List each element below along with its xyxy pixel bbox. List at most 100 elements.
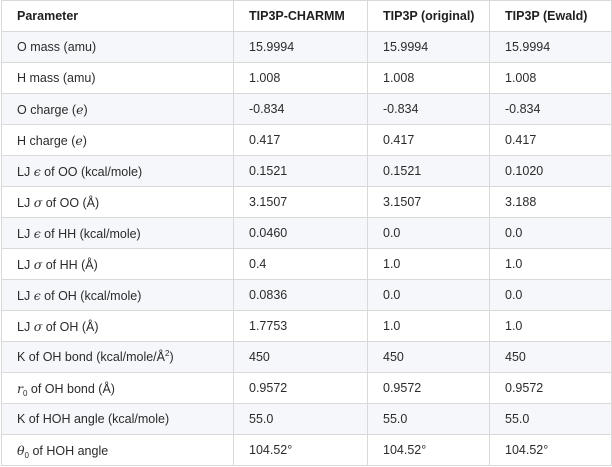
table-row: LJ ϵ of OH (kcal/mole) 0.0836 0.0 0.0 bbox=[1, 279, 612, 311]
parameter-cell: H mass (amu) bbox=[1, 62, 234, 94]
parameter-label-prefix: LJ bbox=[17, 319, 34, 334]
value-tip3p-charmm: 0.4 bbox=[233, 248, 368, 280]
table-row: r0 of OH bond (Å) 0.9572 0.9572 0.9572 bbox=[1, 372, 612, 404]
value-tip3p-original: 1.008 bbox=[367, 62, 490, 94]
value-tip3p-charmm: 0.1521 bbox=[233, 155, 368, 187]
parameter-label-suffix: of OH (Å) bbox=[42, 319, 99, 334]
value-tip3p-ewald: 0.0 bbox=[489, 217, 612, 249]
parameter-label-suffix: ) bbox=[83, 102, 88, 117]
parameter-symbol: ϵ bbox=[33, 163, 41, 179]
parameter-label-prefix: LJ bbox=[17, 257, 34, 272]
parameter-symbol: ϵ bbox=[33, 225, 41, 241]
parameter-label-suffix: of HOH angle bbox=[28, 443, 109, 458]
table-row: θ0 of HOH angle 104.52° 104.52° 104.52° bbox=[1, 434, 612, 466]
parameter-symbol: r bbox=[17, 380, 23, 396]
value-tip3p-original: 0.417 bbox=[367, 124, 490, 156]
table-row: O mass (amu) 15.9994 15.9994 15.9994 bbox=[1, 31, 612, 63]
parameter-label-suffix: of OH bond (Å) bbox=[27, 381, 115, 396]
value-tip3p-original: 0.0 bbox=[367, 279, 490, 311]
parameter-label-suffix: of HH (Å) bbox=[42, 257, 98, 272]
parameter-cell: O charge (e) bbox=[1, 93, 234, 125]
table-row: O charge (e) -0.834 -0.834 -0.834 bbox=[1, 93, 612, 125]
parameter-label-suffix: of OH (kcal/mole) bbox=[40, 288, 142, 303]
table-row: H mass (amu) 1.008 1.008 1.008 bbox=[1, 62, 612, 94]
parameter-label-prefix: LJ bbox=[17, 288, 34, 303]
value-tip3p-original: 104.52° bbox=[367, 434, 490, 466]
value-tip3p-ewald: 1.0 bbox=[489, 248, 612, 280]
value-tip3p-ewald: -0.834 bbox=[489, 93, 612, 125]
table-row: LJ σ of OH (Å) 1.7753 1.0 1.0 bbox=[1, 310, 612, 342]
value-tip3p-ewald: 1.0 bbox=[489, 310, 612, 342]
table-row: H charge (e) 0.417 0.417 0.417 bbox=[1, 124, 612, 156]
parameter-cell: LJ σ of HH (Å) bbox=[1, 248, 234, 280]
value-tip3p-original: 1.0 bbox=[367, 248, 490, 280]
value-tip3p-charmm: 1.7753 bbox=[233, 310, 368, 342]
parameter-symbol: σ bbox=[33, 318, 43, 334]
table-row: LJ σ of OO (Å) 3.1507 3.1507 3.188 bbox=[1, 186, 612, 218]
value-tip3p-ewald: 1.008 bbox=[489, 62, 612, 94]
value-tip3p-charmm: 0.417 bbox=[233, 124, 368, 156]
parameter-cell: LJ σ of OH (Å) bbox=[1, 310, 234, 342]
parameter-symbol: θ bbox=[17, 442, 25, 458]
value-tip3p-original: 15.9994 bbox=[367, 31, 490, 63]
table-body: O mass (amu) 15.9994 15.9994 15.9994 H mass … bbox=[1, 31, 612, 466]
table-row: K of OH bond (kcal/mole/Å2) 450 450 450 bbox=[1, 341, 612, 373]
parameter-label-prefix: K of HOH angle (kcal/mole) bbox=[17, 412, 170, 426]
value-tip3p-original: -0.834 bbox=[367, 93, 490, 125]
parameter-symbol: ϵ bbox=[33, 287, 41, 303]
parameter-label-prefix: H mass (amu) bbox=[17, 71, 96, 85]
value-tip3p-charmm: -0.834 bbox=[233, 93, 368, 125]
parameter-cell: K of HOH angle (kcal/mole) bbox=[1, 403, 234, 435]
parameter-symbol: e bbox=[75, 132, 83, 148]
value-tip3p-charmm: 0.9572 bbox=[233, 372, 368, 404]
parameter-cell: θ0 of HOH angle bbox=[1, 434, 234, 466]
value-tip3p-ewald: 3.188 bbox=[489, 186, 612, 218]
value-tip3p-ewald: 55.0 bbox=[489, 403, 612, 435]
parameter-cell: H charge (e) bbox=[1, 124, 234, 156]
value-tip3p-ewald: 0.1020 bbox=[489, 155, 612, 187]
header-parameter: Parameter bbox=[1, 0, 234, 32]
parameter-cell: LJ ϵ of OO (kcal/mole) bbox=[1, 155, 234, 187]
value-tip3p-original: 0.9572 bbox=[367, 372, 490, 404]
parameter-cell: LJ σ of OO (Å) bbox=[1, 186, 234, 218]
parameter-label-prefix: O mass (amu) bbox=[17, 40, 97, 54]
value-tip3p-ewald: 0.417 bbox=[489, 124, 612, 156]
parameter-cell: K of OH bond (kcal/mole/Å2) bbox=[1, 341, 234, 373]
value-tip3p-charmm: 0.0836 bbox=[233, 279, 368, 311]
value-tip3p-ewald: 15.9994 bbox=[489, 31, 612, 63]
value-tip3p-ewald: 0.0 bbox=[489, 279, 612, 311]
value-tip3p-original: 1.0 bbox=[367, 310, 490, 342]
value-tip3p-charmm: 55.0 bbox=[233, 403, 368, 435]
parameter-label-prefix: H charge ( bbox=[17, 133, 76, 148]
parameter-label-prefix: LJ bbox=[17, 164, 34, 179]
header-tip3p-ewald: TIP3P (Ewald) bbox=[489, 0, 612, 32]
value-tip3p-ewald: 450 bbox=[489, 341, 612, 373]
parameter-label-suffix: ) bbox=[169, 350, 174, 364]
parameter-label-suffix: of HH (kcal/mole) bbox=[40, 226, 141, 241]
value-tip3p-ewald: 0.9572 bbox=[489, 372, 612, 404]
parameter-label-prefix: LJ bbox=[17, 195, 34, 210]
parameter-symbol: e bbox=[76, 101, 84, 117]
parameter-label-suffix: of OO (kcal/mole) bbox=[40, 164, 143, 179]
parameter-label-suffix: of OO (Å) bbox=[42, 195, 100, 210]
parameter-cell: LJ ϵ of OH (kcal/mole) bbox=[1, 279, 234, 311]
value-tip3p-original: 0.1521 bbox=[367, 155, 490, 187]
value-tip3p-original: 55.0 bbox=[367, 403, 490, 435]
value-tip3p-charmm: 1.008 bbox=[233, 62, 368, 94]
value-tip3p-charmm: 104.52° bbox=[233, 434, 368, 466]
parameter-subscript: 0 bbox=[22, 388, 28, 398]
parameter-label-prefix: O charge ( bbox=[17, 102, 77, 117]
value-tip3p-ewald: 104.52° bbox=[489, 434, 612, 466]
table-row: K of HOH angle (kcal/mole) 55.0 55.0 55.0 bbox=[1, 403, 612, 435]
table-row: LJ σ of HH (Å) 0.4 1.0 1.0 bbox=[1, 248, 612, 280]
header-tip3p-original: TIP3P (original) bbox=[367, 0, 490, 32]
value-tip3p-charmm: 0.0460 bbox=[233, 217, 368, 249]
parameter-symbol: σ bbox=[33, 194, 43, 210]
value-tip3p-charmm: 450 bbox=[233, 341, 368, 373]
parameter-superscript: 2 bbox=[164, 349, 170, 358]
value-tip3p-charmm: 3.1507 bbox=[233, 186, 368, 218]
header-tip3p-charmm: TIP3P-CHARMM bbox=[233, 0, 368, 32]
value-tip3p-original: 0.0 bbox=[367, 217, 490, 249]
value-tip3p-original: 3.1507 bbox=[367, 186, 490, 218]
